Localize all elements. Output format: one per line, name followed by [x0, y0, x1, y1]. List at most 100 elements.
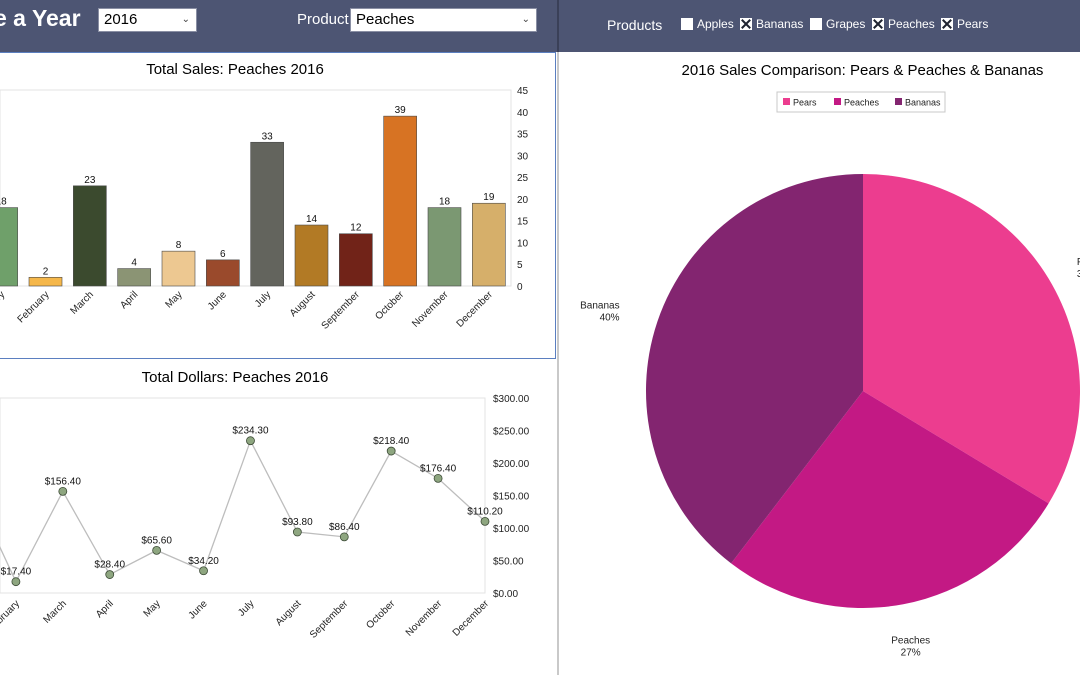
- bar: [73, 185, 107, 287]
- bar-value-label: 14: [306, 214, 318, 225]
- data-point: [292, 527, 302, 537]
- bar-value-label: 19: [483, 192, 495, 203]
- x-tick-label: November: [410, 289, 451, 330]
- data-value-label: $234.30: [232, 426, 269, 437]
- y-tick-label: $150.00: [493, 492, 530, 503]
- dollars-series-line: [0, 439, 486, 584]
- bar-value-label: 33: [262, 131, 274, 142]
- data-point: [152, 545, 162, 555]
- checkbox-label: Apples: [697, 17, 734, 31]
- pie-legend: [776, 91, 946, 113]
- bar: [294, 224, 329, 287]
- data-value-label: $110.20: [467, 506, 503, 517]
- bar: [206, 259, 240, 287]
- checkbox-peaches[interactable]: Peaches: [872, 17, 935, 31]
- x-tick-label: February: [16, 289, 52, 325]
- data-point: [199, 566, 208, 576]
- x-tick-label: October: [364, 598, 397, 631]
- data-value-label: $28.40: [94, 560, 125, 571]
- x-tick-label: January: [0, 289, 7, 322]
- bar-value-label: 6: [220, 249, 226, 260]
- checkbox-box[interactable]: [681, 18, 693, 30]
- bar: [117, 268, 151, 287]
- product-select[interactable]: Peaches ⌄: [350, 8, 537, 32]
- bar: [472, 202, 506, 287]
- comparison-pie-chart: PearsPeachesBananasPears34%Peaches27%Ban…: [580, 91, 1080, 659]
- slice-percent-label: 27%: [901, 648, 921, 659]
- data-point: [58, 486, 68, 496]
- dollars-chart-title: Total Dollars: Peaches 2016: [141, 369, 329, 386]
- data-value-label: $156.40: [45, 476, 82, 487]
- bar: [383, 115, 417, 287]
- chevron-down-icon: ⌄: [521, 14, 530, 25]
- year-select[interactable]: 2016 ⌄: [98, 8, 197, 32]
- checkbox-box[interactable]: [740, 18, 752, 30]
- bar: [250, 141, 284, 287]
- checkbox-label: Grapes: [826, 17, 866, 31]
- header-divider: [557, 0, 559, 52]
- bar-value-label: 18: [439, 197, 451, 208]
- x-tick-label: June: [187, 598, 210, 621]
- legend-swatch: [834, 98, 841, 105]
- checkbox-grapes[interactable]: Grapes: [810, 17, 865, 31]
- checkbox-box[interactable]: [941, 18, 953, 30]
- legend-label: Bananas: [905, 98, 941, 108]
- slice-name-label: Pears: [1077, 257, 1080, 268]
- x-tick-label: April: [118, 289, 140, 311]
- x-tick-label: December: [451, 598, 492, 639]
- y-tick-label: 25: [517, 173, 529, 184]
- product-select-value: Peaches: [356, 11, 415, 28]
- slice-percent-label: 40%: [600, 313, 620, 324]
- y-tick-label: $50.00: [493, 557, 524, 568]
- y-tick-label: 0: [517, 282, 523, 293]
- bar-value-label: 8: [176, 240, 182, 251]
- bar-value-label: 4: [131, 258, 137, 269]
- slice-percent-label: 34%: [1077, 269, 1080, 280]
- slice-name-label: Peaches: [891, 636, 930, 647]
- pie-slice: [646, 174, 863, 564]
- checkbox-bananas[interactable]: Bananas: [740, 17, 803, 31]
- pie-slice: [731, 391, 1049, 608]
- bar: [339, 233, 373, 287]
- bar: [0, 207, 18, 287]
- data-point: [11, 577, 21, 587]
- checkbox-label: Peaches: [888, 17, 935, 31]
- checkbox-box[interactable]: [810, 18, 822, 30]
- bar-value-label: 23: [84, 175, 96, 186]
- data-point: [433, 473, 443, 483]
- legend-label: Peaches: [844, 98, 880, 108]
- x-tick-label: June: [206, 289, 229, 312]
- x-tick-label: September: [308, 598, 351, 641]
- data-value-label: $17.40: [1, 567, 32, 578]
- x-tick-label: November: [404, 598, 445, 639]
- y-tick-label: 40: [517, 108, 529, 119]
- data-point: [480, 516, 490, 526]
- checkbox-label: Bananas: [756, 17, 804, 31]
- y-tick-label: $0.00: [493, 589, 518, 600]
- y-tick-label: $300.00: [493, 394, 530, 405]
- y-tick-label: 20: [517, 195, 529, 206]
- checkbox-pears[interactable]: Pears: [941, 17, 988, 31]
- x-tick-label: December: [455, 289, 496, 330]
- products-label: Products: [607, 17, 663, 33]
- y-tick-label: 35: [517, 130, 529, 141]
- pie-chart-title: 2016 Sales Comparison: Pears & Peaches &…: [681, 62, 1044, 79]
- x-tick-label: July: [236, 598, 256, 618]
- bar: [161, 250, 196, 287]
- page-title: e a Year: [0, 5, 81, 31]
- data-value-label: $218.40: [373, 436, 410, 447]
- data-value-label: $86.40: [329, 522, 360, 533]
- x-tick-label: May: [142, 598, 163, 619]
- y-tick-label: 45: [517, 86, 529, 97]
- data-value-label: $93.80: [282, 517, 313, 528]
- data-value-label: $176.40: [420, 463, 457, 474]
- checkbox-box[interactable]: [872, 18, 884, 30]
- checkbox-apples[interactable]: Apples: [681, 17, 734, 31]
- data-value-label: $65.60: [141, 535, 172, 546]
- dollars-chart-panel: [0, 361, 557, 675]
- data-point: [339, 532, 349, 542]
- year-select-value: 2016: [104, 11, 138, 28]
- sales-chart-title: Total Sales: Peaches 2016: [146, 61, 324, 78]
- legend-label: Pears: [793, 98, 817, 108]
- y-tick-label: 15: [517, 217, 529, 228]
